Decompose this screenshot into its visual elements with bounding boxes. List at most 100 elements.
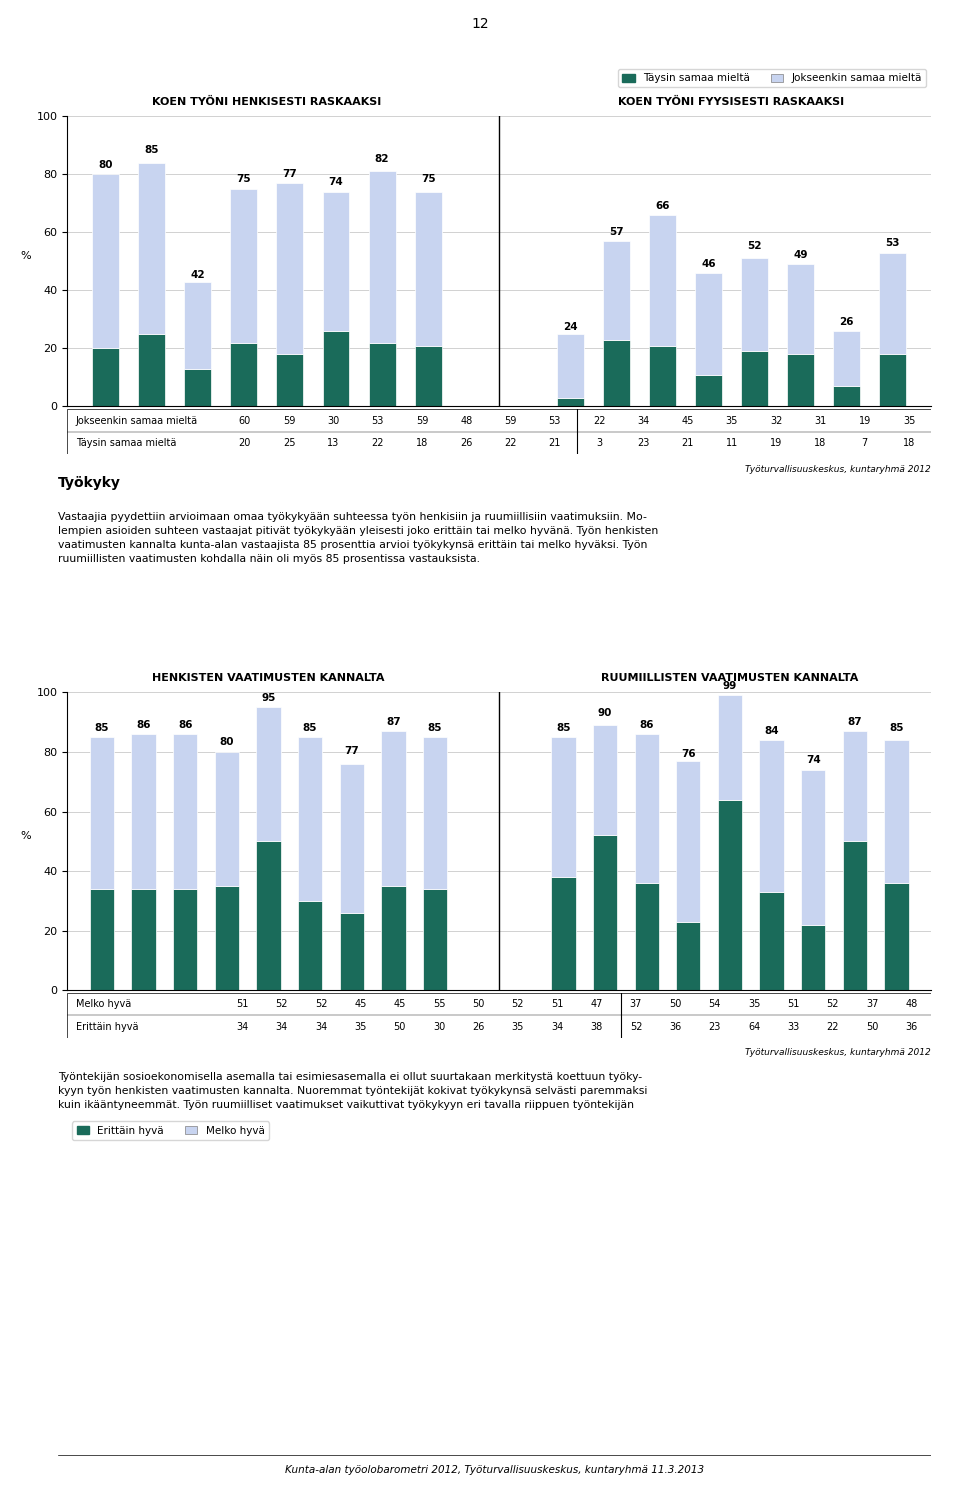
Text: 23: 23: [708, 1021, 721, 1032]
Bar: [879, 253, 906, 354]
Text: 7: 7: [862, 438, 868, 448]
Bar: [256, 841, 280, 990]
Text: Vastaajia pyydettiin arvioimaan omaa työkykyään suhteessa työn henkisiin ja ruum: Vastaajia pyydettiin arvioimaan omaa työ…: [58, 512, 658, 564]
Bar: [557, 334, 584, 398]
Bar: [173, 734, 198, 889]
Bar: [843, 731, 867, 841]
Text: 36: 36: [905, 1021, 918, 1032]
Text: 26: 26: [460, 438, 472, 448]
Bar: [603, 339, 630, 406]
Bar: [276, 354, 303, 406]
Bar: [801, 925, 826, 990]
Text: KOEN TYÖNI FYYSISESTI RASKAAKSI: KOEN TYÖNI FYYSISESTI RASKAAKSI: [618, 97, 845, 107]
Text: 34: 34: [315, 1021, 327, 1032]
Text: 74: 74: [328, 177, 344, 188]
Text: 52: 52: [827, 999, 839, 1010]
Bar: [415, 192, 442, 345]
Text: 76: 76: [681, 749, 696, 759]
Text: 19: 19: [858, 415, 871, 426]
Bar: [323, 192, 349, 331]
Y-axis label: %: %: [20, 252, 31, 262]
Text: HENKISTEN VAATIMUSTEN KANNALTA: HENKISTEN VAATIMUSTEN KANNALTA: [153, 673, 385, 683]
Text: 51: 51: [787, 999, 800, 1010]
Text: 53: 53: [372, 415, 384, 426]
Text: KUNNISSA SOSIOEKONOMISEN ASEMAN, IÄN JA ESIMIESASEMAN MUKAAN VUONNA 2012: KUNNISSA SOSIOEKONOMISEN ASEMAN, IÄN JA …: [66, 88, 498, 100]
Text: 77: 77: [345, 746, 359, 756]
Bar: [695, 375, 722, 406]
Text: 51: 51: [551, 999, 564, 1010]
Text: 50: 50: [394, 1021, 406, 1032]
Text: 59: 59: [504, 415, 516, 426]
Text: 75: 75: [420, 174, 436, 185]
Text: 50: 50: [472, 999, 485, 1010]
Bar: [184, 281, 211, 369]
Bar: [132, 889, 156, 990]
Text: 55: 55: [433, 999, 445, 1010]
Bar: [649, 214, 676, 345]
Text: Melko hyvä: Melko hyvä: [76, 999, 132, 1010]
Text: 54: 54: [708, 999, 721, 1010]
Bar: [884, 883, 909, 990]
Bar: [787, 264, 814, 354]
Bar: [718, 695, 742, 800]
Text: 21: 21: [548, 438, 561, 448]
Text: 45: 45: [394, 999, 406, 1010]
Text: 48: 48: [905, 999, 918, 1010]
Text: 52: 52: [276, 999, 288, 1010]
Bar: [551, 877, 576, 990]
Text: 85: 85: [95, 722, 109, 733]
Text: 35: 35: [902, 415, 915, 426]
Bar: [833, 386, 860, 406]
Text: 38: 38: [590, 1021, 603, 1032]
Text: 26: 26: [839, 317, 854, 326]
Text: 45: 45: [682, 415, 694, 426]
Text: 99: 99: [723, 680, 737, 691]
Bar: [138, 334, 165, 406]
Text: RUUMIILLISTEN VAATIMUSTEN KANNALTA: RUUMIILLISTEN VAATIMUSTEN KANNALTA: [601, 673, 858, 683]
Bar: [422, 889, 447, 990]
FancyBboxPatch shape: [67, 409, 931, 454]
Text: 86: 86: [178, 719, 192, 730]
Bar: [369, 171, 396, 342]
Bar: [741, 259, 768, 351]
Text: TYÖKYKY HENKISTEN JA RUUMIILLISTEN VAATIMUSTEN KANNALTA: TYÖKYKY HENKISTEN JA RUUMIILLISTEN VAATI…: [66, 631, 582, 648]
Text: 48: 48: [460, 415, 472, 426]
Text: 47: 47: [590, 999, 603, 1010]
Text: 37: 37: [630, 999, 642, 1010]
Text: 87: 87: [848, 716, 862, 727]
Text: 85: 85: [889, 722, 903, 733]
Legend: Täysin samaa mieltä, Jokseenkin samaa mieltä: Täysin samaa mieltä, Jokseenkin samaa mi…: [618, 68, 926, 88]
Bar: [551, 737, 576, 877]
Bar: [89, 889, 114, 990]
Text: Täysin samaa mieltä: Täysin samaa mieltä: [76, 438, 177, 448]
Text: 50: 50: [866, 1021, 878, 1032]
Text: 86: 86: [136, 719, 151, 730]
Bar: [635, 734, 659, 883]
Bar: [593, 725, 617, 835]
Text: 35: 35: [354, 1021, 367, 1032]
Text: 82: 82: [374, 153, 390, 164]
Text: 34: 34: [637, 415, 650, 426]
Text: 75: 75: [236, 174, 252, 185]
Bar: [298, 901, 323, 990]
Bar: [843, 841, 867, 990]
Bar: [230, 189, 257, 342]
Text: 53: 53: [548, 415, 561, 426]
Text: 13: 13: [327, 438, 340, 448]
Text: 32: 32: [770, 415, 782, 426]
Bar: [184, 369, 211, 406]
Bar: [230, 342, 257, 406]
Bar: [649, 345, 676, 406]
Text: 86: 86: [639, 719, 654, 730]
Bar: [173, 889, 198, 990]
Text: 22: 22: [827, 1021, 839, 1032]
Text: 11: 11: [726, 438, 738, 448]
Text: TYÖN HENKINEN JA  FYYSISEN KUORMITTAVUUS: TYÖN HENKINEN JA FYYSISEN KUORMITTAVUUS: [66, 54, 477, 71]
Text: 46: 46: [701, 259, 716, 268]
Text: Työturvallisuuskeskus, kuntaryhmä 2012: Työturvallisuuskeskus, kuntaryhmä 2012: [746, 1048, 931, 1057]
Text: 21: 21: [682, 438, 694, 448]
Text: 74: 74: [805, 755, 821, 765]
Text: 77: 77: [282, 168, 298, 179]
Bar: [132, 734, 156, 889]
Text: 53: 53: [885, 238, 900, 249]
